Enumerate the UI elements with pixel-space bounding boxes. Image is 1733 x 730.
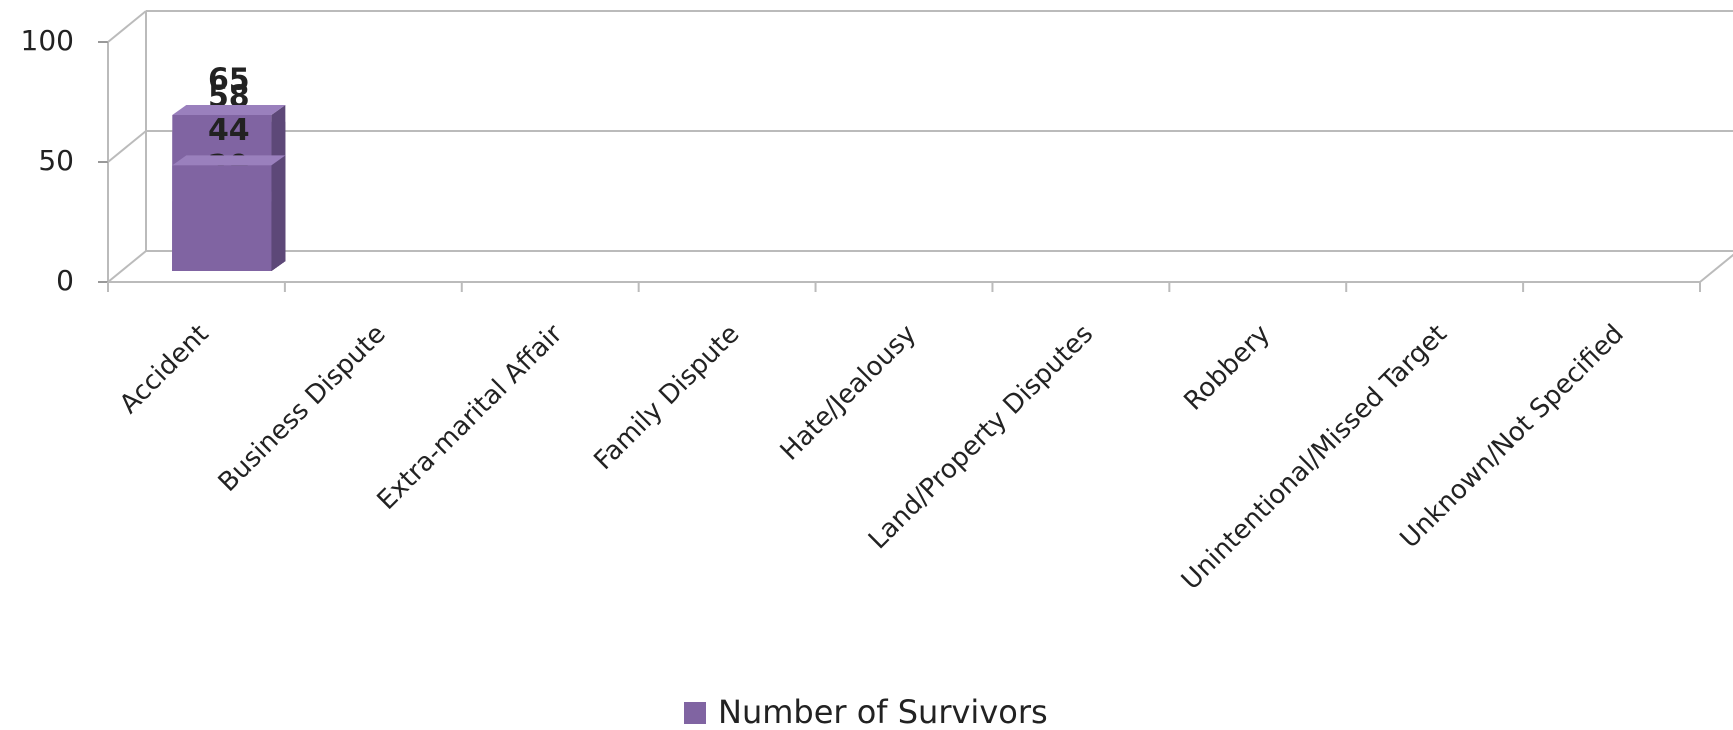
axes: 0 50 100 xyxy=(21,10,1733,297)
bar-side xyxy=(271,155,286,271)
data-label: 65 xyxy=(208,63,250,98)
legend-label: Number of Survivors xyxy=(718,693,1048,730)
x-tick-label: Hate/Jealousy xyxy=(775,319,922,466)
y-tick-label: 100 xyxy=(21,24,74,57)
data-label: 44 xyxy=(208,113,250,148)
x-tick-label: Accident xyxy=(114,319,215,420)
legend: Number of Survivors xyxy=(684,693,1048,730)
x-tick-label: Family Dispute xyxy=(588,319,745,476)
grid-line xyxy=(107,10,147,43)
legend-swatch xyxy=(684,702,706,724)
y-tick-label: 50 xyxy=(38,144,74,177)
grid-line xyxy=(107,250,147,283)
x-tick-label: Robbery xyxy=(1179,319,1277,417)
bar-top xyxy=(172,105,286,115)
grid-line xyxy=(107,130,147,163)
y-tick-label: 0 xyxy=(56,264,74,297)
x-tick-label: Business Dispute xyxy=(213,319,392,498)
bar xyxy=(172,165,272,271)
floor-edge xyxy=(1699,253,1733,283)
x-tick-label: Extra-marital Affair xyxy=(372,319,569,516)
bar-top xyxy=(172,155,286,166)
